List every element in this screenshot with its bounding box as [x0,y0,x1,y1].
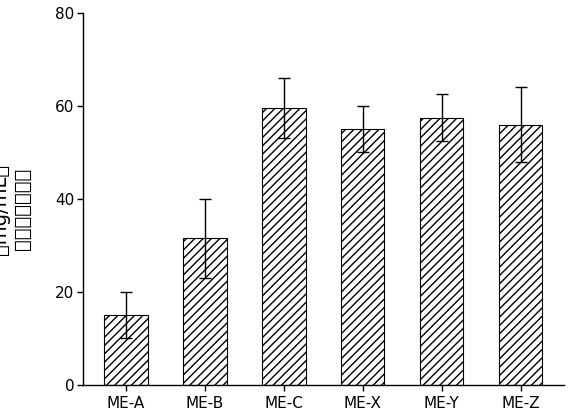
Bar [420,117,464,385]
Bar [104,315,148,385]
Bar [183,239,227,385]
Bar [341,129,384,385]
Bar [499,125,542,385]
Bar [262,108,305,385]
Text: （mg/mL）
布洛芬的溶解度: （mg/mL） 布洛芬的溶解度 [0,163,32,255]
